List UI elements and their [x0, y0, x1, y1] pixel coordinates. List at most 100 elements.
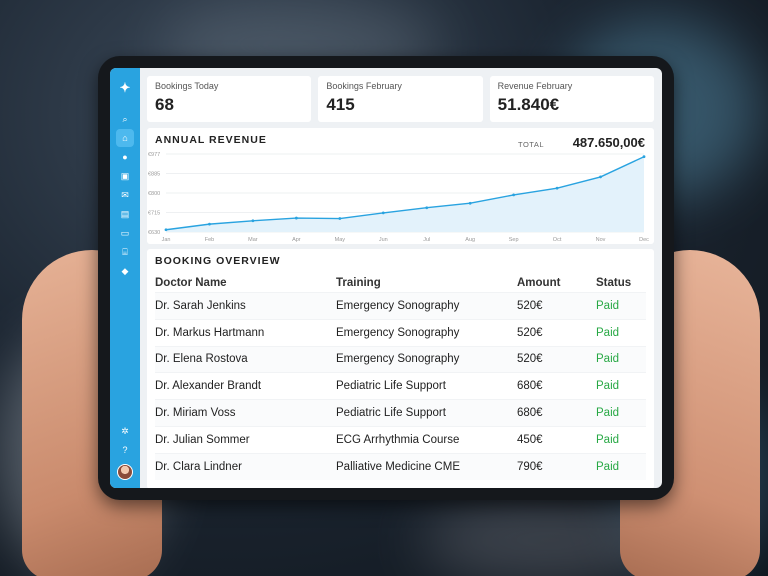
status-cell: Paid — [596, 353, 620, 366]
table-header: Doctor Name Training Amount Status — [155, 273, 646, 292]
documents-icon[interactable]: ▤ — [120, 208, 130, 219]
booking-overview-card: BOOKING OVERVIEW Doctor Name Training Am… — [147, 249, 654, 488]
x-tick-label: Mar — [248, 237, 258, 243]
stat-value: 51.840€ — [497, 95, 560, 114]
data-point — [208, 222, 211, 226]
data-point — [251, 219, 255, 223]
doctor-name-cell: Dr. Clara Lindner — [155, 460, 242, 473]
training-cell: Emergency Sonography — [336, 326, 460, 339]
amount-cell: 520€ — [517, 326, 543, 339]
amount-cell: 450€ — [517, 433, 543, 446]
courses-icon[interactable]: ▭ — [120, 227, 130, 238]
training-cell: Emergency Sonography — [336, 353, 460, 366]
stats-row: Bookings Today 68 Bookings February 415 … — [147, 76, 654, 122]
users-icon[interactable]: ● — [122, 152, 128, 162]
stat-card-bookings-month: Bookings February 415 — [318, 76, 483, 122]
table-body: Dr. Sarah Jenkins Emergency Sonography 520… — [155, 292, 646, 480]
x-tick-label: Jan — [162, 237, 171, 243]
revenue-area — [166, 156, 644, 232]
status-cell: Paid — [596, 460, 620, 473]
y-tick-label: €630 — [148, 230, 160, 236]
status-cell: Paid — [596, 380, 620, 393]
stat-value: 415 — [326, 95, 355, 114]
amount-cell: 790€ — [517, 460, 543, 473]
dashboard-icon[interactable]: ⌂ — [116, 129, 134, 147]
column-header-training[interactable]: Training — [336, 276, 381, 289]
x-tick-label: Jun — [379, 237, 388, 243]
tags-icon[interactable]: ◆ — [121, 265, 129, 276]
table-row[interactable]: Dr. Sarah Jenkins Emergency Sonography 520… — [155, 292, 646, 319]
table-row[interactable]: Dr. Markus Hartmann Emergency Sonography 5… — [155, 318, 646, 346]
x-tick-label: Sep — [509, 237, 519, 243]
status-cell: Paid — [596, 433, 620, 446]
y-tick-label: €800 — [148, 191, 160, 197]
y-tick-label: €885 — [148, 172, 160, 178]
doctor-name-cell: Dr. Sarah Jenkins — [155, 299, 246, 312]
table-row[interactable]: Dr. Alexander Brandt Pediatric Life Suppo… — [155, 372, 646, 399]
total-value: 487.650,00€ — [572, 135, 645, 150]
annual-revenue-title: ANNUAL REVENUE — [155, 134, 267, 146]
y-tick-label: €977 — [148, 152, 160, 158]
training-cell: Emergency Sonography — [336, 299, 460, 312]
x-tick-label: May — [335, 237, 346, 243]
data-point — [468, 201, 472, 205]
tablet-screen: ✦ ⌕ ⌂ ● ▣ ✉ ▤ ▭ ⌸ ◆ ✲? Bookings Today 68 Booking… — [110, 68, 662, 488]
tablet-device: ✦ ⌕ ⌂ ● ▣ ✉ ▤ ▭ ⌸ ◆ ✲? Bookings Today 68 Booking… — [98, 56, 674, 500]
stat-value: 68 — [155, 95, 174, 114]
stat-card-revenue-month: Revenue February 51.840€ — [489, 76, 654, 122]
annual-revenue-card: ANNUAL REVENUE TOTAL 487.650,00€ €977 €88… — [147, 128, 654, 244]
contacts-icon[interactable]: ▣ — [120, 170, 130, 181]
x-tick-label: Aug — [465, 237, 475, 243]
table-row[interactable]: Dr. Elena Rostova Emergency Sonography 520… — [155, 345, 646, 373]
bank-icon[interactable]: ⌸ — [122, 246, 128, 257]
x-tick-label: Nov — [596, 237, 606, 243]
amount-cell: 680€ — [517, 380, 543, 393]
booking-overview-title: BOOKING OVERVIEW — [155, 255, 281, 267]
total-label: TOTAL — [518, 140, 544, 149]
x-tick-label: Feb — [205, 237, 214, 243]
training-cell: ECG Arrhythmia Course — [336, 433, 460, 446]
amount-cell: 520€ — [517, 299, 543, 312]
settings-icon[interactable]: ✲ — [121, 425, 129, 436]
data-point — [512, 193, 516, 197]
revenue-line — [165, 156, 645, 231]
data-point — [642, 155, 646, 159]
training-cell: Palliative Medicine CME — [336, 460, 460, 473]
column-header-status[interactable]: Status — [596, 276, 632, 289]
sidebar: ✦ ⌕ ⌂ ● ▣ ✉ ▤ ▭ ⌸ ◆ ✲? — [110, 68, 140, 488]
data-point — [338, 217, 342, 220]
x-tick-label: Jul — [423, 237, 430, 243]
column-header-amount[interactable]: Amount — [517, 276, 561, 289]
doctor-name-cell: Dr. Markus Hartmann — [155, 326, 265, 339]
table-row[interactable]: Dr. Miriam Voss Pediatric Life Support 680… — [155, 399, 646, 426]
sidebar-nav-bottom: ✲? — [116, 422, 134, 460]
data-point — [381, 211, 385, 215]
status-cell: Paid — [596, 326, 620, 339]
x-tick-label: Apr — [292, 237, 301, 243]
data-point — [164, 228, 168, 232]
table-row[interactable]: Dr. Clara Lindner Palliative Medicine CME… — [155, 452, 646, 480]
data-point — [555, 186, 559, 190]
doctor-name-cell: Dr. Julian Sommer — [155, 433, 250, 446]
stat-label: Bookings Today — [155, 81, 219, 91]
training-cell: Pediatric Life Support — [336, 380, 446, 393]
training-cell: Pediatric Life Support — [336, 407, 446, 420]
column-header-doctor[interactable]: Doctor Name — [155, 276, 227, 289]
status-cell: Paid — [596, 407, 620, 420]
stat-card-bookings-today: Bookings Today 68 — [147, 76, 312, 122]
doctor-name-cell: Dr. Alexander Brandt — [155, 380, 262, 393]
x-tick-label: Dec — [639, 237, 649, 243]
doctor-name-cell: Dr. Miriam Voss — [155, 407, 236, 420]
app-logo[interactable]: ✦ — [119, 80, 131, 95]
help-icon[interactable]: ? — [122, 445, 128, 455]
amount-cell: 520€ — [517, 353, 543, 366]
mail-icon[interactable]: ✉ — [121, 189, 129, 200]
doctor-name-cell: Dr. Elena Rostova — [155, 353, 248, 366]
search-icon[interactable]: ⌕ — [122, 113, 128, 124]
user-avatar[interactable] — [117, 464, 133, 480]
table-row[interactable]: Dr. Julian Sommer ECG Arrhythmia Course 45… — [155, 425, 646, 453]
x-tick-label: Oct — [553, 237, 562, 243]
y-tick-label: €715 — [148, 211, 160, 217]
data-point — [294, 216, 298, 220]
